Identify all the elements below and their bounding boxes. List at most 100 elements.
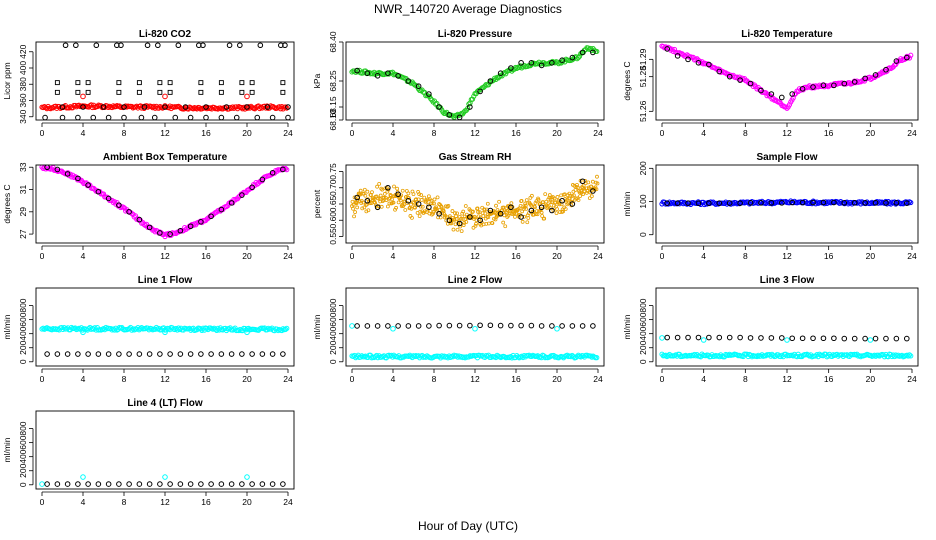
x-tick-label-temperature: 24 [907, 128, 917, 138]
data-point-line1-0 [236, 327, 242, 334]
x-tick-label-ambient: 12 [160, 251, 170, 261]
data-point-rh-0 [529, 193, 534, 198]
data-point-line1-2 [116, 351, 122, 357]
data-point-co2-5 [162, 104, 168, 110]
data-point-line2-2 [395, 323, 401, 329]
data-point-rh-0 [476, 210, 480, 214]
data-point-rh-0 [540, 214, 545, 218]
data-point-line2-2 [385, 323, 391, 329]
data-point-line2-2 [559, 323, 565, 329]
data-point-ambient-0 [100, 191, 107, 197]
data-point-rh-0 [351, 202, 356, 207]
data-point-co2-3 [157, 80, 163, 86]
data-point-rh-0 [536, 197, 541, 202]
x-tick-label-temperature: 20 [866, 128, 876, 138]
data-point-rh-0 [385, 204, 390, 209]
data-point-temperature-0 [783, 104, 789, 110]
data-point-line4-1 [146, 481, 153, 487]
data-point-temperature-0 [884, 68, 890, 74]
data-point-ambient-1 [157, 230, 163, 236]
x-tick-label-pressure: 24 [593, 128, 603, 138]
data-point-line2-0 [570, 353, 577, 360]
data-point-co2-3 [85, 80, 91, 86]
data-point-sample-1 [903, 200, 910, 206]
x-tick-label-line4: 20 [242, 497, 252, 507]
data-point-line1-1 [244, 329, 250, 336]
data-point-rh-0 [359, 201, 364, 205]
data-point-rh-0 [406, 196, 411, 200]
data-point-line2-2 [415, 323, 422, 329]
panel-title-line1: Line 1 Flow [138, 275, 193, 286]
data-point-rh-0 [446, 204, 451, 208]
data-point-line2-1 [472, 325, 478, 332]
data-point-rh-0 [555, 207, 559, 211]
panel-frame-line4 [35, 410, 295, 490]
data-point-line1-0 [146, 327, 152, 333]
data-point-rh-0 [352, 195, 357, 200]
data-point-line1-2 [157, 351, 163, 357]
data-point-line2-2 [456, 322, 463, 329]
data-point-temperature-0 [734, 74, 740, 80]
panel-title-temperature: Li-820 Temperature [741, 29, 833, 40]
y-tick-label-co2: 380 [18, 77, 28, 91]
series-pressure-0 [349, 45, 600, 120]
data-point-rh-0 [486, 215, 491, 220]
data-point-line1-2 [280, 351, 286, 357]
data-point-rh-0 [477, 210, 482, 214]
y-axis-label-line3: ml/min [622, 314, 632, 339]
data-point-rh-1 [569, 201, 576, 207]
plot-area-sample [659, 198, 914, 208]
data-point-rh-0 [485, 201, 490, 206]
data-point-temperature-1 [810, 84, 816, 90]
x-axis-temperature: 0 4 8 12 16 20 24 [660, 122, 917, 138]
data-point-ambient-1 [54, 166, 61, 173]
data-point-ambient-1 [249, 184, 255, 191]
data-point-rh-0 [393, 207, 397, 212]
data-point-sample-1 [685, 200, 691, 206]
x-tick-label-co2: 24 [283, 128, 293, 138]
data-point-rh-1 [518, 214, 524, 220]
data-point-pressure-1 [467, 104, 473, 110]
y-tick-label-line4: 400 [18, 449, 28, 463]
data-point-line3-2 [851, 335, 858, 342]
data-point-rh-1 [477, 217, 483, 224]
data-point-line3-2 [726, 334, 733, 341]
data-point-line1-2 [198, 351, 204, 357]
data-point-co2-1 [162, 93, 168, 100]
data-point-temperature-1 [758, 87, 764, 94]
data-point-temperature-1 [716, 68, 723, 75]
y-axis-label-line4: ml/min [2, 437, 12, 462]
data-point-line2-2 [518, 322, 524, 329]
y-tick-label-line4: 200 [18, 463, 28, 477]
x-tick-label-ambient: 16 [201, 251, 211, 261]
data-point-line3-2 [893, 335, 900, 342]
data-point-ambient-0 [190, 222, 196, 228]
data-point-ambient-1 [269, 170, 276, 176]
panel-line4: Line 4 (LT) Flow ml/min 0 4 8 12 16 20 24 0 200400… [2, 398, 295, 507]
data-point-temperature-1 [726, 73, 733, 80]
data-point-co2-0 [48, 106, 54, 112]
data-point-co2-0 [190, 106, 196, 112]
data-point-line4-0 [39, 481, 45, 487]
data-point-rh-0 [355, 205, 360, 210]
panel-frame-line2 [345, 287, 605, 367]
data-point-line2-0 [506, 354, 513, 361]
plot-area-line3 [659, 334, 914, 360]
data-point-rh-0 [366, 208, 371, 213]
data-point-co2-6 [203, 114, 209, 120]
y-tick-label-pressure: 68.15 [328, 96, 338, 118]
data-point-line1-2 [228, 351, 235, 357]
panel-temperature: Li-820 Temperature degrees C 0 4 8 12 16 20 24 51… [622, 29, 919, 138]
data-point-pressure-0 [457, 112, 463, 118]
data-point-rh-0 [473, 223, 478, 228]
data-point-co2-3 [75, 80, 81, 86]
x-tick-label-line2: 4 [391, 374, 396, 384]
data-point-ambient-0 [282, 165, 289, 172]
data-point-line2-2 [497, 322, 504, 329]
data-point-temperature-0 [784, 105, 790, 111]
data-point-ambient-1 [75, 175, 81, 182]
data-point-co2-2 [175, 42, 182, 49]
plot-area-pressure [349, 45, 600, 120]
data-point-rh-0 [403, 208, 408, 212]
